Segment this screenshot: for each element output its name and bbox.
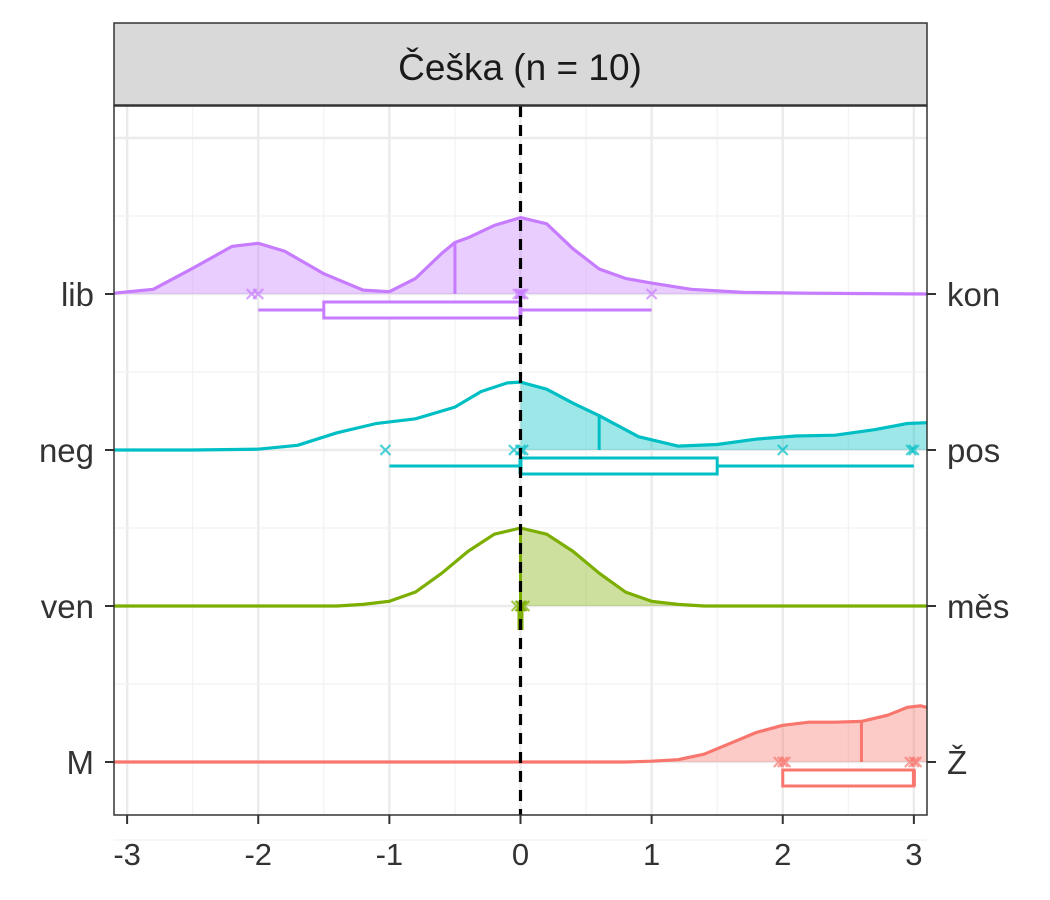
series-M — [114, 704, 928, 788]
data-point — [776, 756, 789, 768]
data-point — [910, 756, 923, 768]
facet-strip-box — [113, 22, 928, 106]
x-tick-label: 1 — [643, 837, 660, 872]
x-tick-label: -2 — [244, 837, 272, 872]
data-point — [905, 444, 918, 456]
series-lib — [113, 216, 928, 320]
y-label-right: kon — [947, 276, 1000, 313]
density-fill — [520, 382, 927, 450]
y-label-left: M — [67, 744, 95, 781]
density-curve — [114, 380, 928, 452]
y-label-left: ven — [41, 588, 94, 625]
data-point — [779, 756, 792, 768]
data-point — [645, 288, 658, 300]
box-iqr — [519, 456, 719, 476]
density-curve — [114, 704, 928, 764]
y-axis-right: kon pos měs Ž — [927, 276, 1009, 781]
x-tick-label: 3 — [905, 837, 922, 872]
box-iqr — [781, 768, 916, 788]
x-tick-label: -1 — [376, 837, 404, 872]
data-point — [252, 288, 265, 300]
panel-title: Češka (n = 10) — [398, 47, 642, 88]
box-collapsed — [517, 606, 524, 630]
density-fill-left — [114, 217, 521, 294]
x-tick-label: -3 — [113, 837, 141, 872]
density-curve — [113, 216, 928, 296]
series-neg — [114, 380, 928, 476]
y-label-right: měs — [947, 588, 1009, 625]
facet-strip: Češka (n = 10) — [113, 22, 928, 106]
y-label-right: pos — [947, 432, 1000, 469]
y-axis-left: lib neg ven M — [39, 276, 114, 781]
x-tick-label: 0 — [512, 837, 529, 872]
y-label-left: neg — [39, 432, 94, 469]
data-point — [908, 444, 920, 456]
y-label-right: Ž — [947, 744, 967, 781]
data-point — [379, 444, 392, 456]
box-iqr — [322, 300, 522, 320]
x-axis: -3 -2 -1 0 1 2 3 — [113, 815, 923, 872]
y-label-left: lib — [61, 276, 94, 313]
density-fill — [520, 217, 927, 294]
data-point — [776, 444, 789, 456]
density-fill — [520, 705, 927, 762]
data-point — [514, 288, 527, 300]
x-tick-label: 2 — [774, 837, 791, 872]
density-fill — [520, 528, 927, 606]
data-point — [908, 756, 920, 768]
